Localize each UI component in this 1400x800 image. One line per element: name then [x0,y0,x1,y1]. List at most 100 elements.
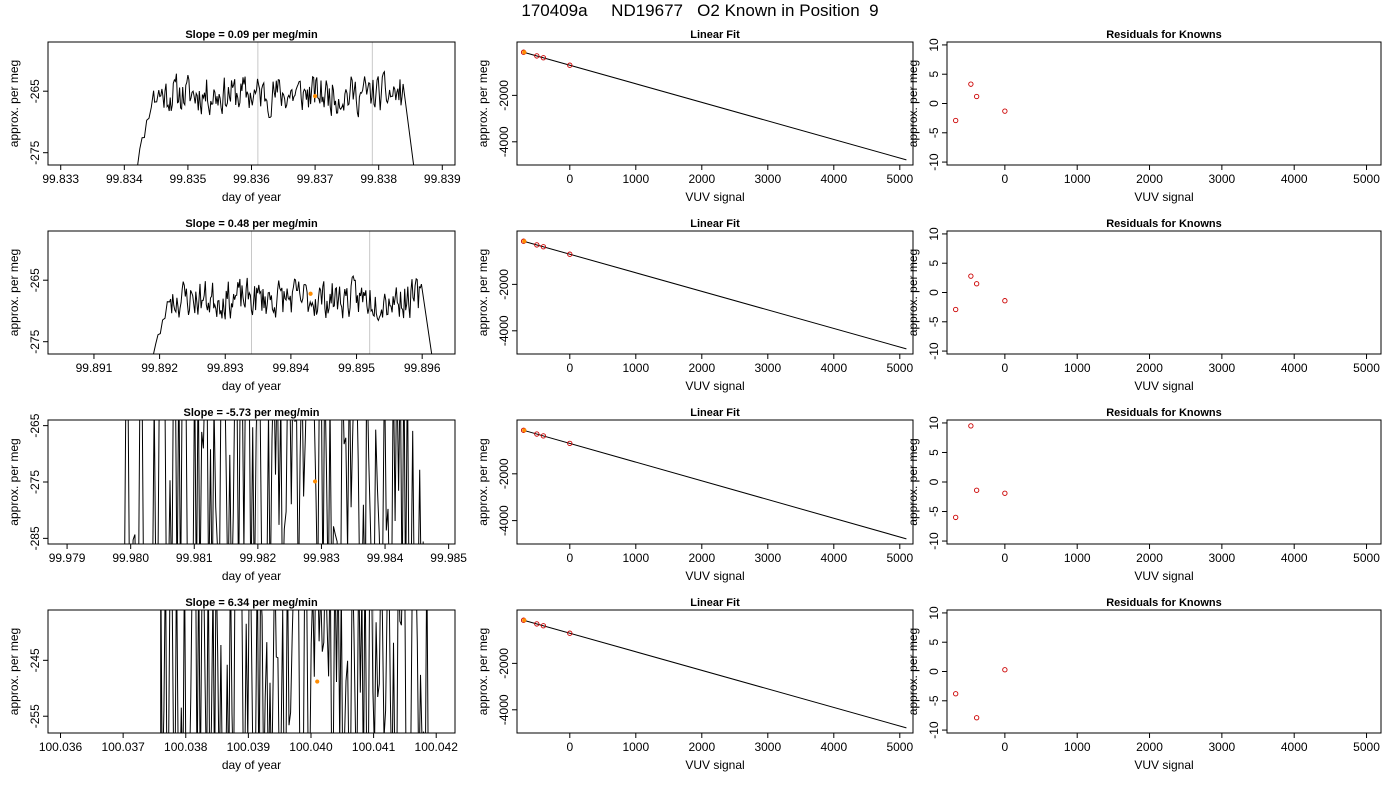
x-axis: 99.979 99.980 99.981 99.982 99.983 99.984 99.9… [49,544,467,583]
data-trace [137,70,415,165]
x-tick-label: 3000 [754,740,781,754]
x-tick-label: 2000 [688,740,715,754]
y-tick-label: -275 [28,470,42,494]
y-axis-label: approx. per meg [476,60,490,147]
y-axis-label: approx. per meg [7,628,21,715]
highlight-point [312,94,318,99]
x-tick-label: 99.834 [106,172,143,186]
chart-title: Residuals for Knowns [1106,29,1222,41]
y-tick-label: 0 [927,478,941,485]
chart-title: Linear Fit [690,29,740,41]
fit-line [523,51,907,161]
chart-title: Linear Fit [690,407,740,419]
x-tick-label: 0 [1002,551,1009,565]
x-tick-label: 99.982 [240,551,277,565]
data-point [953,306,959,313]
x-tick-label: 0 [566,361,573,375]
x-tick-label: 2000 [1136,361,1163,375]
data-point [567,251,573,257]
plot-area [520,427,907,540]
y-axis: -275 -265 approx. per meg [7,249,48,354]
x-axis: 99.891 99.892 99.893 99.894 99.895 99.896 day … [76,354,441,393]
x-tick-label: 3000 [1209,172,1236,186]
x-tick-label: 2000 [688,172,715,186]
data-point [540,623,547,629]
y-axis-label: approx. per meg [906,60,920,147]
y-axis: -4000 -2000 approx. per meg [476,249,517,346]
x-axis: 0 1000 2000 3000 4000 5000 VUV signal [1002,354,1380,393]
x-tick-label: 1000 [1064,361,1091,375]
y-tick-label: -275 [28,140,42,164]
highlight-point [308,291,313,296]
data-point [534,621,540,627]
plot-area [137,70,415,165]
x-axis-label: VUV signal [1134,190,1193,204]
x-tick-label: 99.985 [430,551,467,565]
x-tick-label: 3000 [754,172,781,186]
y-axis: -285 -275 -265 approx. per meg [7,413,48,550]
y-axis: -10 -5 0 5 10 approx. per meg [906,416,947,550]
plot-frame [516,609,914,734]
x-tick-label: 99.895 [338,361,375,375]
y-tick-label: -4000 [497,694,511,725]
chart-title: Slope = 0.09 per meg/min [185,29,318,41]
panel-timeseries-row1: Slope = 0.09 per meg/min 99.833 99.834 99.8… [7,29,461,204]
x-tick-label: 4000 [820,172,847,186]
data-point [567,630,573,636]
plot-area [953,273,1008,313]
highlight-point [312,479,318,484]
x-tick-label: 0 [566,551,573,565]
data-point [567,62,573,68]
y-tick-label: -4000 [497,126,511,157]
x-tick-label: 2000 [1136,551,1163,565]
x-tick-label: 2000 [688,551,715,565]
chart-title: Slope = 6.34 per meg/min [185,597,318,609]
y-axis: -255 -245 approx. per meg [7,628,48,728]
x-tick-label: 99.981 [176,551,213,565]
x-tick-label: 5000 [886,740,913,754]
x-tick-label: 1000 [1064,740,1091,754]
y-axis: -10 -5 0 5 10 approx. per meg [906,606,947,739]
highlight-point [522,618,527,623]
x-tick-label: 100.040 [289,740,333,754]
y-tick-label: -2000 [497,269,511,300]
x-axis: 99.833 99.834 99.835 99.836 99.837 99.838 99.8… [42,165,461,204]
highlight-point [315,679,320,684]
x-axis-label: VUV signal [685,190,744,204]
y-tick-label: -10 [927,153,941,171]
x-tick-label: 0 [566,740,573,754]
x-tick-label: 2000 [688,361,715,375]
x-tick-label: 2000 [1136,740,1163,754]
x-tick-label: 5000 [886,551,913,565]
y-axis-label: approx. per meg [7,249,21,336]
y-axis-label: approx. per meg [476,249,490,336]
y-tick-label: 10 [927,606,941,620]
y-axis: -275 -265 approx. per meg [7,60,48,165]
plot-area [124,420,424,544]
y-tick-label: -265 [28,268,42,292]
x-axis: 0 1000 2000 3000 4000 5000 VUV signal [566,733,913,772]
y-tick-label: -10 [927,342,941,360]
x-tick-label: 99.891 [76,361,113,375]
y-tick-label: -2000 [497,80,511,111]
x-tick-label: 0 [1002,172,1009,186]
panel-fit-row4: Linear Fit 0 1000 2000 3000 4000 5000 VUV signa… [476,597,914,772]
fit-line [523,240,907,350]
chart-title: Residuals for Knowns [1106,407,1222,419]
chart-title: Slope = -5.73 per meg/min [183,407,319,419]
highlight-point [522,239,527,244]
x-tick-label: 5000 [886,172,913,186]
data-point [534,242,540,248]
y-tick-label: 10 [927,416,941,430]
y-tick-label: -265 [28,79,42,103]
plot-frame [946,609,1382,734]
data-trace [152,275,433,354]
x-tick-label: 99.837 [297,172,334,186]
x-axis: 0 1000 2000 3000 4000 5000 VUV signal [1002,544,1380,583]
plot-frame [946,41,1382,166]
x-axis-label: day of year [222,569,281,583]
x-tick-label: 5000 [1353,740,1380,754]
